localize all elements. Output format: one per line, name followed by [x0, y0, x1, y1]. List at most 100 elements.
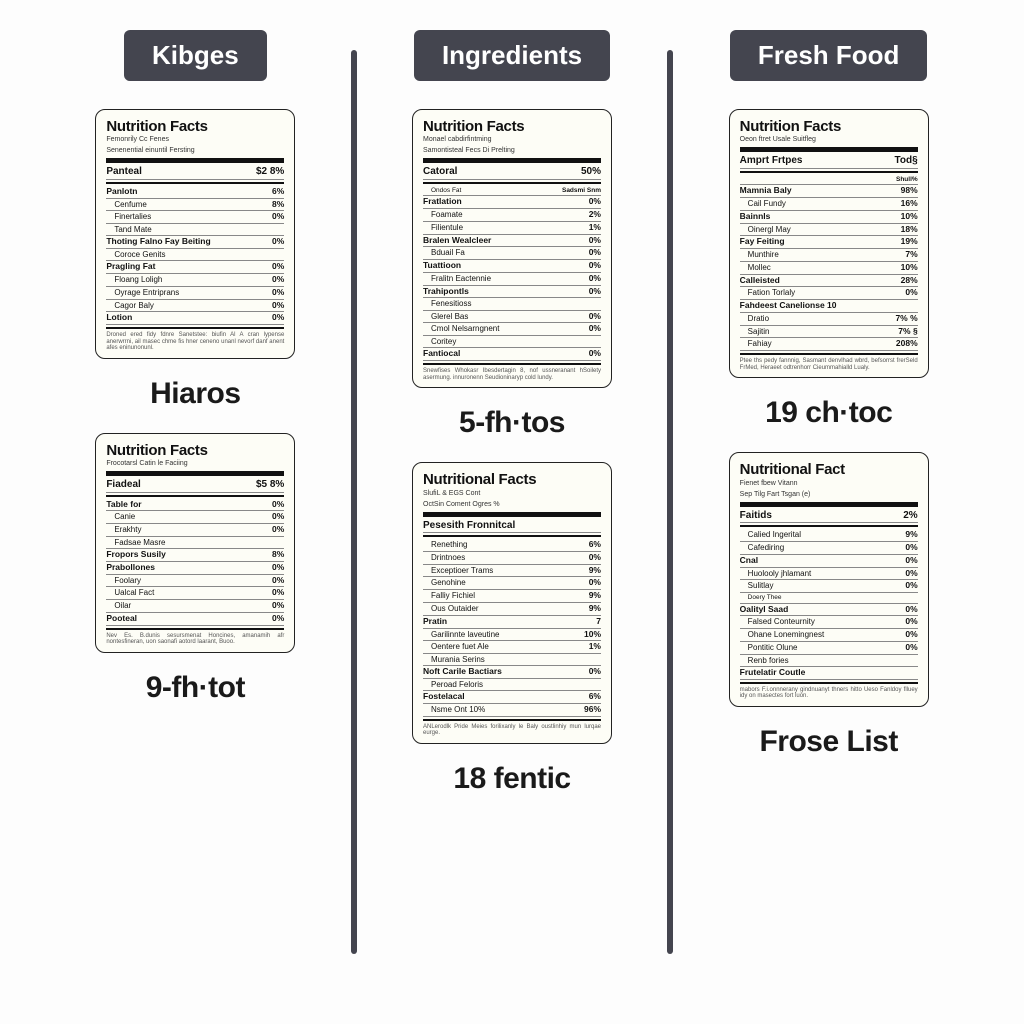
- nutrient-row: Tand Mate: [106, 224, 284, 236]
- nutrient-row: Cagor Baly0%: [106, 300, 284, 313]
- nutrient-row: Doery Thee: [740, 593, 918, 603]
- nutrient-row: Pragling Fat0%: [106, 261, 284, 274]
- nutrient-row: Lotion0%: [106, 312, 284, 325]
- nutrient-row: Cail Fundy16%: [740, 198, 918, 211]
- column: KibgesNutrition FactsFemonrily Cc FenesS…: [40, 30, 351, 994]
- column-tab: Ingredients: [414, 30, 610, 81]
- label-finetext: Nev Es. B.dunis sesursmenat Honcines, am…: [106, 633, 284, 646]
- nutrient-row: Coroce Genits: [106, 249, 284, 261]
- card-caption: 18 fentic: [453, 762, 570, 796]
- nutrient-row: Dratio7% %: [740, 313, 918, 326]
- nutrient-row: Bralen Wealcleer0%: [423, 235, 601, 248]
- card-caption: Hiaros: [150, 377, 240, 411]
- nutrient-row: Finertalies0%: [106, 211, 284, 224]
- nutrient-row: Trahipontls0%: [423, 286, 601, 299]
- nutrient-row: Noft Carile Bactiars0%: [423, 666, 601, 679]
- nutrient-row: Calleisted28%: [740, 275, 918, 288]
- nutrient-row: Prabollones0%: [106, 562, 284, 575]
- label-finetext: Snewfises Whokasr Ibesdertagin 8, nof us…: [423, 368, 601, 381]
- nutrient-row: Fratlation0%: [423, 196, 601, 209]
- nutrient-row: Oyrage Entriprans0%: [106, 287, 284, 300]
- nutrient-row: Pooteal0%: [106, 613, 284, 626]
- label-subtitle: Oeon ftret Usale Suitfleg: [740, 136, 918, 144]
- label-title: Nutritional Fact: [740, 461, 918, 478]
- label-header-row: Fiadeal$5 8%: [106, 478, 284, 493]
- nutrient-row: Drintnoes0%: [423, 552, 601, 565]
- nutrient-row: Oinergl May18%: [740, 224, 918, 237]
- label-header-row: Panteal$2 8%: [106, 165, 284, 180]
- nutrient-row: Frutelatir Coutle: [740, 667, 918, 680]
- label-subtitle: Sep Tilg Fart Tsgan (e): [740, 491, 918, 499]
- nutrient-row: Floang Loligh0%: [106, 274, 284, 287]
- label-subtitle: Samontisteal Fecs Di Prelting: [423, 147, 601, 155]
- nutrient-row: Pratin7: [423, 616, 601, 629]
- nutrient-row: Mamnia Baly98%: [740, 185, 918, 198]
- nutrition-label: Nutrition FactsFrocotarsl Catin le Facii…: [95, 433, 295, 653]
- nutrition-label: Nutrition FactsFemonrily Cc FenesSenenen…: [95, 109, 295, 359]
- card-caption: 5-fh·tos: [459, 406, 565, 440]
- nutrient-row: Garilinnte laveutine10%: [423, 629, 601, 642]
- nutrient-row: Murania Serins: [423, 654, 601, 666]
- nutrient-row: Ohane Lonemingnest0%: [740, 629, 918, 642]
- label-subtitle: Monael cabdirfintming: [423, 136, 601, 144]
- label-subtitle: SlufiL & EGS Cont: [423, 490, 601, 498]
- label-finetext: ANLerodlk Pride Meies forilixanly le Bal…: [423, 724, 601, 737]
- card-caption: Frose List: [759, 725, 897, 759]
- nutrient-row: Ualcal Fact0%: [106, 587, 284, 600]
- label-header-row: Pesesith Fronnitcal: [423, 519, 601, 534]
- nutrient-row: Munthire7%: [740, 249, 918, 262]
- label-subtitle: Senenential einuntil Fersting: [106, 147, 284, 155]
- nutrient-row: Table for0%: [106, 499, 284, 512]
- nutrient-row: Canie0%: [106, 511, 284, 524]
- nutrient-row: Sajitin7% §: [740, 326, 918, 339]
- label-header-row: Catoral50%: [423, 165, 601, 180]
- nutrient-row: Falliy Fichiel9%: [423, 590, 601, 603]
- label-title: Nutrition Facts: [106, 442, 284, 459]
- nutrient-row: Calied Ingerital9%: [740, 529, 918, 542]
- nutrient-row: Mollec10%: [740, 262, 918, 275]
- nutrient-row: Fay Feiting19%: [740, 236, 918, 249]
- nutrient-row: Panlotn6%: [106, 186, 284, 199]
- label-subtitle: OctSin Coment Ogres %: [423, 501, 601, 509]
- nutrient-row: Ous Outaider9%: [423, 603, 601, 616]
- nutrient-row: Fation Torlaly0%: [740, 287, 918, 300]
- nutrient-row: Peroad Feloris: [423, 679, 601, 691]
- label-subtitle: Femonrily Cc Fenes: [106, 136, 284, 144]
- nutrient-row: Foamate2%: [423, 209, 601, 222]
- nutrient-row: Huolooly jhlamant0%: [740, 568, 918, 581]
- card-caption: 19 ch·toc: [765, 396, 892, 430]
- nutrient-row: Erakhty0%: [106, 524, 284, 537]
- nutrition-label: Nutrition FactsMonael cabdirfintmingSamo…: [412, 109, 612, 388]
- nutrient-row: Exceptioer Trams9%: [423, 565, 601, 578]
- nutrient-row: Fadsae Masre: [106, 537, 284, 549]
- nutrient-row: Cmol Nelsarngnent0%: [423, 323, 601, 336]
- label-subtitle: Frocotarsl Catin le Faciing: [106, 460, 284, 468]
- nutrient-row: Oalityl Saad0%: [740, 604, 918, 617]
- nutrient-row: Ondos FatSadsmi Snm: [423, 186, 601, 196]
- nutrient-row: Coritey: [423, 336, 601, 348]
- label-finetext: Droned ered fidy fdnre Sanetstee: biufin…: [106, 332, 284, 352]
- label-header-row: Faitids2%: [740, 509, 918, 524]
- nutrient-row: Glerel Bas0%: [423, 311, 601, 324]
- nutrient-row: Falsed Conteurnity0%: [740, 616, 918, 629]
- nutrient-row: Filientule1%: [423, 222, 601, 235]
- nutrition-label: Nutritional FactsSlufiL & EGS ContOctSin…: [412, 462, 612, 744]
- label-finetext: Ptee ths pedy fannnig, Sasmant denvlhad …: [740, 358, 918, 371]
- column-tab: Fresh Food: [730, 30, 928, 81]
- nutrition-label: Nutrition FactsOeon ftret Usale Suitfleg…: [729, 109, 929, 378]
- column-tab: Kibges: [124, 30, 267, 81]
- nutrient-row: Tuattioon0%: [423, 260, 601, 273]
- nutrient-row: Cnal0%: [740, 555, 918, 568]
- nutrient-row: Bainnls10%: [740, 211, 918, 224]
- nutrient-row: Fostelacal6%: [423, 691, 601, 704]
- nutrient-row: Foolary0%: [106, 575, 284, 588]
- nutrient-row: Cenfume8%: [106, 199, 284, 212]
- card-caption: 9-fh·tot: [146, 671, 245, 705]
- nutrient-row: Oentere fuet Ale1%: [423, 641, 601, 654]
- nutrient-row: Thoting Falno Fay Beiting0%: [106, 236, 284, 249]
- nutrient-row: Fantiocal0%: [423, 348, 601, 361]
- nutrient-row: Bduail Fa0%: [423, 247, 601, 260]
- label-finetext: mabors F.i.onnnerany gindnuanyt thners h…: [740, 687, 918, 700]
- nutrient-row: Cafediring0%: [740, 542, 918, 555]
- label-title: Nutrition Facts: [740, 118, 918, 135]
